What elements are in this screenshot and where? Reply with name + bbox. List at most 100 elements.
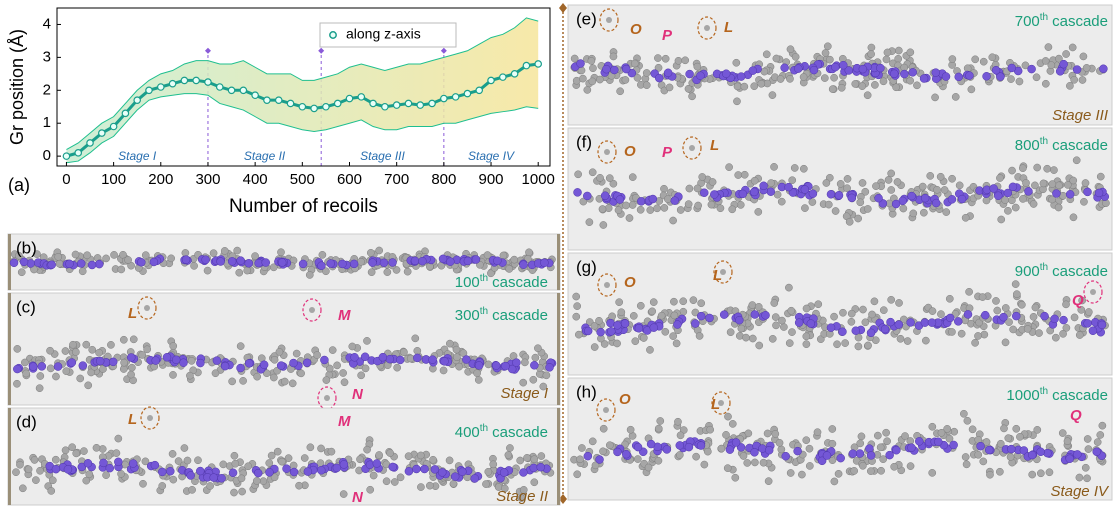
atom bbox=[375, 451, 383, 459]
carbon-atom bbox=[994, 191, 1003, 201]
atom bbox=[390, 478, 399, 486]
atom bbox=[871, 81, 879, 89]
atom bbox=[530, 455, 539, 464]
annotation-label: L bbox=[710, 137, 719, 154]
atom bbox=[986, 470, 994, 479]
atom bbox=[708, 178, 717, 186]
atom bbox=[114, 434, 123, 443]
atom bbox=[529, 375, 538, 384]
atom bbox=[455, 362, 464, 371]
atom bbox=[780, 323, 788, 331]
carbon-atom bbox=[996, 72, 1005, 81]
carbon-atom bbox=[976, 441, 985, 451]
carbon-atom bbox=[412, 464, 421, 474]
atom bbox=[887, 169, 896, 178]
x-tick-label: 200 bbox=[148, 171, 173, 188]
carbon-atom bbox=[700, 188, 709, 197]
carbon-atom bbox=[738, 189, 748, 199]
tracked-atom bbox=[704, 25, 710, 31]
carbon-atom bbox=[670, 196, 680, 205]
carbon-atom bbox=[633, 442, 643, 452]
atom bbox=[750, 176, 759, 185]
atom bbox=[608, 312, 616, 321]
atom bbox=[609, 179, 618, 188]
atom bbox=[110, 251, 118, 259]
atom bbox=[361, 364, 370, 373]
atom bbox=[726, 328, 735, 337]
carbon-atom bbox=[127, 353, 136, 362]
atom bbox=[534, 344, 542, 353]
atom bbox=[755, 341, 764, 350]
atom bbox=[1029, 200, 1038, 208]
atom bbox=[411, 334, 420, 343]
atom bbox=[743, 459, 752, 467]
atom bbox=[489, 460, 498, 469]
atom bbox=[270, 373, 278, 382]
atom bbox=[194, 456, 202, 465]
carbon-atom bbox=[684, 442, 694, 452]
carbon-atom bbox=[236, 363, 245, 373]
carbon-atom bbox=[781, 451, 790, 461]
carbon-atom bbox=[920, 193, 930, 203]
carbon-atom bbox=[13, 364, 22, 374]
carbon-atom bbox=[736, 72, 746, 81]
atom bbox=[139, 479, 147, 488]
atom bbox=[69, 340, 77, 349]
atom bbox=[614, 206, 623, 214]
atom bbox=[328, 346, 337, 354]
atom bbox=[1075, 331, 1084, 339]
atom bbox=[824, 200, 833, 209]
carbon-atom bbox=[649, 323, 659, 332]
atom bbox=[1096, 172, 1105, 181]
carbon-atom bbox=[673, 320, 682, 329]
carbon-atom bbox=[349, 259, 359, 269]
atom bbox=[937, 428, 946, 437]
atom bbox=[633, 455, 642, 463]
atom bbox=[664, 195, 672, 203]
atom bbox=[36, 372, 45, 380]
atom bbox=[367, 268, 376, 277]
atom bbox=[689, 296, 698, 305]
atom bbox=[787, 306, 796, 315]
atom bbox=[300, 454, 309, 462]
atom bbox=[599, 424, 608, 433]
carbon-atom bbox=[848, 449, 858, 458]
tracked-atom bbox=[604, 282, 610, 288]
atom bbox=[228, 377, 237, 386]
carbon-atom bbox=[1019, 446, 1029, 455]
carbon-atom bbox=[63, 465, 73, 474]
carbon-atom bbox=[621, 449, 631, 459]
atom bbox=[1062, 300, 1070, 309]
carbon-atom bbox=[931, 68, 941, 77]
x-axis-label: Number of recoils bbox=[229, 196, 378, 217]
atom bbox=[588, 77, 597, 86]
carbon-atom bbox=[784, 182, 793, 192]
series-marker bbox=[416, 101, 425, 109]
series-marker bbox=[475, 86, 484, 95]
atom bbox=[654, 63, 663, 72]
atom bbox=[778, 316, 786, 325]
atom bbox=[237, 474, 246, 483]
atom bbox=[1055, 54, 1063, 63]
atom bbox=[843, 175, 852, 183]
carbon-atom bbox=[892, 445, 901, 455]
series-marker bbox=[227, 86, 236, 95]
atom bbox=[590, 343, 599, 351]
atom bbox=[383, 268, 392, 276]
carbon-atom bbox=[418, 256, 427, 266]
carbon-atom bbox=[462, 355, 471, 364]
atom bbox=[1050, 166, 1058, 174]
atom bbox=[948, 174, 956, 183]
atom bbox=[864, 341, 872, 350]
atom bbox=[203, 266, 212, 275]
atom bbox=[896, 334, 905, 343]
tracked-atom bbox=[144, 305, 150, 311]
cascade-label: 400th cascade bbox=[455, 423, 548, 441]
atom bbox=[1081, 463, 1090, 472]
carbon-atom bbox=[822, 451, 832, 460]
atom bbox=[674, 417, 682, 426]
atom bbox=[859, 461, 867, 470]
atom bbox=[876, 443, 885, 452]
atom bbox=[484, 467, 493, 476]
atom bbox=[190, 262, 198, 270]
